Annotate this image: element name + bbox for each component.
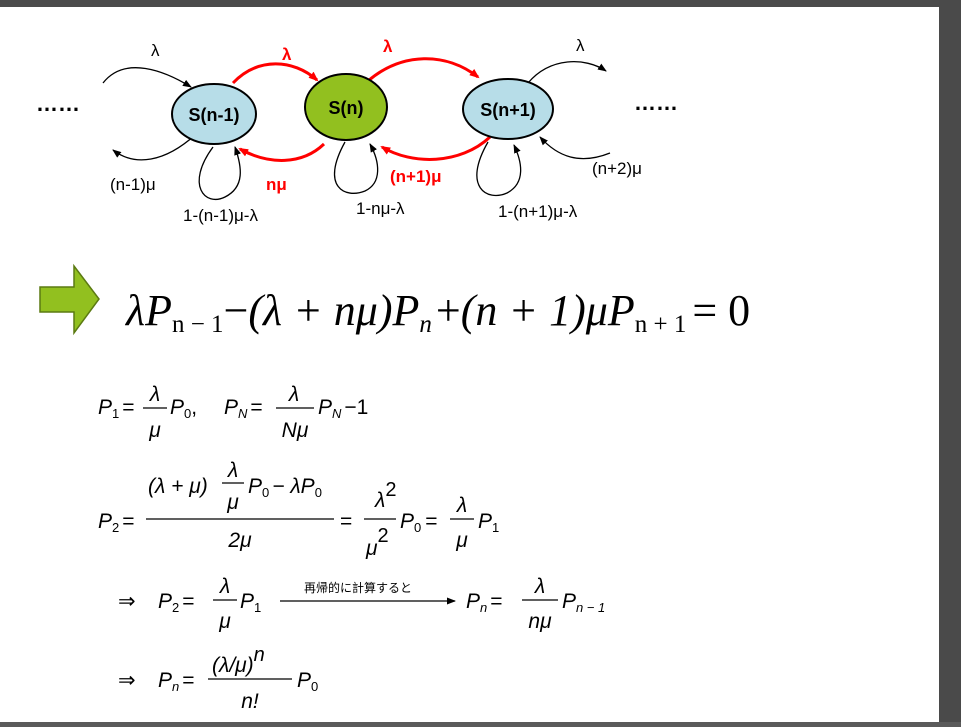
label-self-center: 1-nμ-λ: [356, 199, 405, 218]
svg-text:P1: P1: [478, 510, 499, 535]
slide: …… …… λ (n-1)μ λ λ nμ (n+1)μ λ (n+2)μ 1-…: [0, 7, 939, 722]
svg-text:Nμ: Nμ: [282, 419, 309, 442]
svg-text:λ: λ: [149, 383, 160, 406]
svg-text:λ: λ: [534, 575, 545, 598]
svg-text:λ: λ: [456, 494, 467, 517]
svg-text:P0− λP0: P0− λP0: [248, 475, 322, 500]
arrow-mu-red-1: [238, 142, 326, 162]
window-right-border: [939, 0, 961, 722]
svg-text:Pn − 1: Pn − 1: [562, 590, 605, 615]
svg-text:(λ/μ)n: (λ/μ)n: [212, 644, 265, 677]
label-self-right: 1-(n+1)μ-λ: [498, 202, 578, 221]
svg-text:λ: λ: [288, 383, 299, 406]
recursive-label: 再帰的に計算すると: [304, 580, 412, 595]
arrow-lambda-out-right: [527, 61, 607, 84]
state-node-n-plus-1: S(n+1): [462, 78, 554, 140]
svg-text:μ: μ: [226, 491, 239, 514]
state-label: S(n+1): [480, 100, 536, 120]
svg-text:P1=: P1 =: [98, 396, 135, 421]
eq-p1: P: [144, 286, 172, 335]
state-label: S(n-1): [189, 105, 240, 125]
svg-text:μ2: μ2: [365, 525, 389, 560]
svg-text:n!: n!: [241, 690, 259, 713]
svg-text:λ2: λ2: [374, 479, 396, 512]
dots-right: ……: [634, 90, 678, 115]
self-loop-left: [198, 146, 241, 200]
svg-text:P0=: P0 =: [400, 510, 438, 535]
svg-text:P2=: P2 =: [158, 590, 195, 615]
label-lambda-red-2: λ: [383, 37, 393, 56]
svg-text:(λ + μ): (λ + μ): [148, 475, 208, 498]
svg-text:PN−1: PN −1: [318, 396, 368, 421]
state-transition-diagram: …… …… λ (n-1)μ λ λ nμ (n+1)μ λ (n+2)μ 1-…: [36, 36, 678, 225]
arrow-mu-red-2: [380, 135, 492, 161]
eq-lambda: λ: [124, 286, 145, 335]
svg-text:PN=: PN =: [224, 396, 263, 421]
svg-text:P1: P1: [240, 590, 261, 615]
svg-text:μ: μ: [148, 419, 161, 442]
eq-minus: −: [224, 286, 249, 335]
derivation-line-1: P1 = λ μ P0, PN = λ Nμ PN −1: [98, 383, 368, 442]
svg-text:μ: μ: [455, 529, 468, 552]
label-mu-out-left: (n-1)μ: [110, 175, 156, 194]
state-node-n-minus-1: S(n-1): [171, 83, 257, 145]
svg-text:Pn=: Pn =: [466, 590, 503, 615]
svg-text:2μ: 2μ: [227, 529, 252, 552]
arrow-mu-in-right: [539, 136, 611, 160]
svg-text:P2=: P2 =: [98, 510, 135, 535]
window-top-border: [0, 0, 961, 7]
svg-text:=: =: [340, 510, 352, 533]
derivation-line-2: P2 = (λ + μ) λ μ P0− λP0 2μ = λ2 μ2 P0 = λ…: [98, 459, 499, 560]
eq-sub-n: n: [419, 311, 432, 338]
svg-text:⇒: ⇒: [118, 669, 136, 692]
label-lambda-in-left: λ: [151, 41, 160, 60]
state-label: S(n): [329, 98, 364, 118]
svg-text:P0,: P0,: [170, 396, 197, 421]
derivation-line-4: ⇒ Pn = (λ/μ)n n! P0: [118, 644, 318, 713]
balance-equation: λPn − 1−(λ + nμ)Pn+(n + 1)μPn + 1 = 0: [124, 286, 750, 338]
svg-text:λ: λ: [219, 575, 230, 598]
arrow-lambda-in-left: [102, 67, 192, 88]
svg-text:nμ: nμ: [528, 610, 552, 633]
derivation: P1 = λ μ P0, PN = λ Nμ PN −1 P2 = (λ + μ) λ …: [98, 383, 605, 713]
label-mu-red-1: nμ: [266, 175, 287, 194]
eq-mu: μ: [585, 286, 608, 335]
eq-coef: (n + 1): [461, 286, 586, 335]
label-lambda-out-right: λ: [576, 36, 585, 55]
eq-sub-n-minus-1: n − 1: [172, 311, 224, 338]
eq-paren-term: (λ + nμ): [248, 286, 392, 335]
label-mu-in-right: (n+2)μ: [592, 159, 642, 178]
eq-plus: +: [436, 286, 461, 335]
arrow-lambda-red-1: [231, 62, 319, 85]
arrow-mu-out-left: [112, 134, 196, 161]
arrow-lambda-red-2: [367, 57, 480, 83]
eq-p3: P: [607, 286, 635, 335]
slide-canvas: …… …… λ (n-1)μ λ λ nμ (n+1)μ λ (n+2)μ 1-…: [36, 36, 750, 713]
self-loop-center: [333, 141, 379, 194]
svg-text:⇒: ⇒: [118, 590, 136, 613]
eq-sub-n-plus-1: n + 1: [635, 311, 687, 338]
svg-text:Pn=: Pn =: [158, 669, 195, 694]
dots-left: ……: [36, 91, 80, 116]
label-lambda-red-1: λ: [282, 45, 292, 64]
label-self-left: 1-(n-1)μ-λ: [183, 206, 258, 225]
svg-text:P0: P0: [297, 669, 318, 694]
state-node-n: S(n): [304, 73, 388, 141]
block-arrow-icon: [39, 263, 100, 336]
eq-p2: P: [392, 286, 420, 335]
label-mu-red-2: (n+1)μ: [390, 167, 442, 186]
svg-text:λ: λ: [227, 459, 238, 482]
svg-text:μ: μ: [218, 610, 231, 633]
eq-equals-zero: = 0: [692, 286, 750, 335]
derivation-line-3: ⇒ P2 = λ μ P1 再帰的に計算すると Pn = λ nμ Pn − 1: [118, 575, 605, 633]
self-loop-right: [476, 141, 522, 197]
